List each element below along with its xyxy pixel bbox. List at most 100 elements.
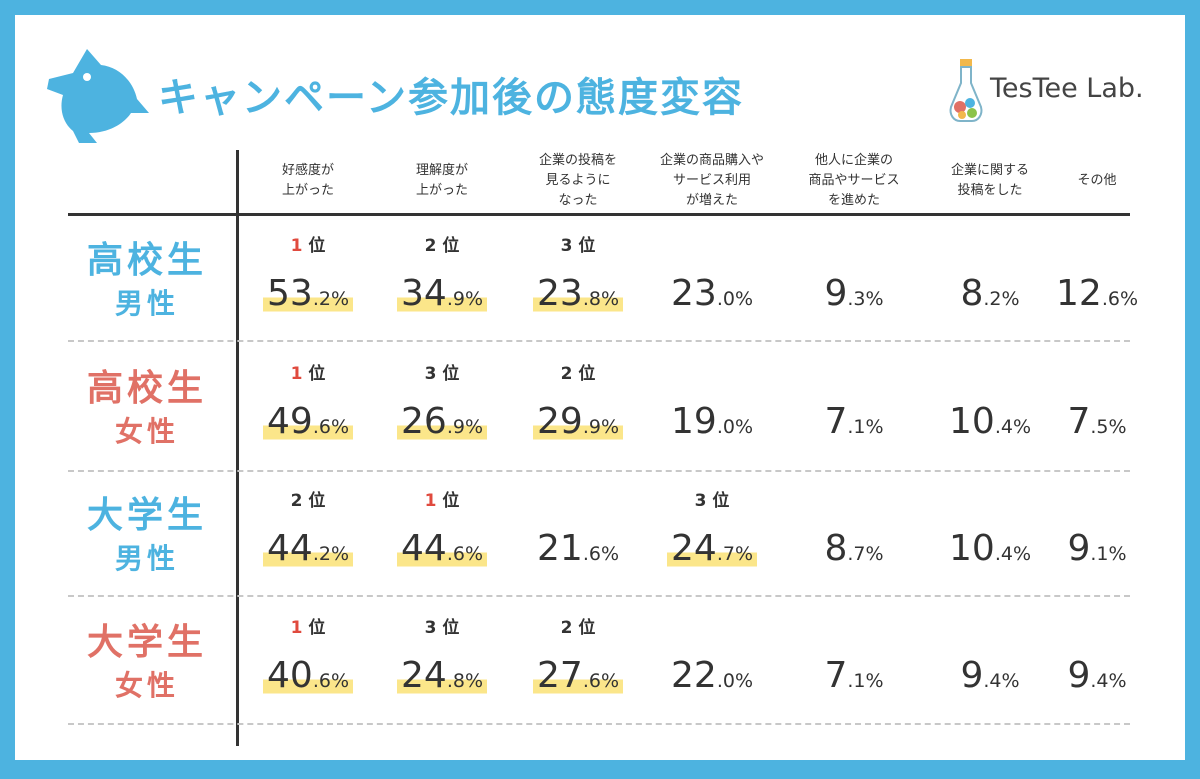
value-cell: 7.5% [1027,401,1167,442]
value-integer: 40 [267,655,313,696]
column-header: 好感度が 上がった [281,163,334,198]
value-integer: 9 [824,273,848,314]
value-integer: 7 [824,401,848,442]
value-cell: 40.6% [238,655,378,697]
rank-suffix: 位 [436,618,460,638]
value: 8.2% [960,273,1019,314]
value: 23.0% [671,273,753,314]
value-cell: 34.9% [372,273,512,315]
value-integer: 9 [1067,528,1091,569]
value-decimal: .8% [446,670,483,692]
rank-number: 3 [424,618,437,638]
value-cell: 10.4% [920,528,1060,569]
column-header: 企業の投稿を 見るように なった [538,153,617,208]
value-cell: 10.4% [920,401,1060,442]
value: 9.4% [1067,655,1126,696]
value: 9.4% [960,655,1019,696]
row-label: 高校生 女性 [63,365,231,451]
rank-suffix: 位 [572,236,596,256]
rank-suffix: 位 [302,236,326,256]
value-decimal: .0% [716,288,753,310]
rank-label: 3 位 [508,231,648,256]
rank-number: 2 [424,236,437,256]
rank-number: 2 [560,364,573,384]
header-divider [68,213,1130,216]
highlighted-value: 27.6% [533,655,623,697]
value-cell: 22.0% [642,655,782,696]
value-decimal: .2% [983,288,1020,310]
value-integer: 10 [949,528,995,569]
value-cell: 9.4% [920,655,1060,696]
rank-suffix: 位 [706,491,730,511]
row-divider [68,470,1130,472]
value: 7.1% [824,655,883,696]
rank-suffix: 位 [572,364,596,384]
rank-label: 3 位 [372,359,512,384]
value-cell: 44.6% [372,528,512,570]
rank-label: 1 位 [238,613,378,638]
row-label-school: 大学生 [86,495,207,536]
value-cell: 9.1% [1027,528,1167,569]
value-cell: 8.2% [920,273,1060,314]
row-label-gender: 男性 [114,287,179,320]
rank-label: 3 位 [372,613,512,638]
value-decimal: .8% [582,288,619,310]
row-label-gender: 男性 [114,542,179,575]
row-label: 高校生 男性 [63,237,231,323]
rank-number: 3 [560,236,573,256]
value-integer: 8 [960,273,984,314]
column-header: 理解度が 上がった [415,163,468,198]
value: 10.4% [949,528,1031,569]
highlighted-value: 24.8% [397,655,487,697]
value-cell: 53.2% [238,273,378,315]
row-label-school: 大学生 [86,622,207,663]
value-integer: 24 [401,655,447,696]
rank-suffix: 位 [302,618,326,638]
highlighted-value: 44.6% [397,528,487,570]
value-decimal: .5% [1090,416,1127,438]
flask-icon [949,59,983,122]
row-label-school: 高校生 [86,368,207,409]
value-integer: 8 [824,528,848,569]
rank-suffix: 位 [302,491,326,511]
value-integer: 22 [671,655,717,696]
value-integer: 23 [537,273,583,314]
value-decimal: .4% [994,416,1031,438]
column-header: その他 [1077,173,1117,188]
rank-label: 1 位 [238,359,378,384]
row-label: 大学生 女性 [63,619,231,705]
rank-suffix: 位 [436,364,460,384]
highlighted-value: 44.2% [263,528,353,570]
rank-number: 3 [694,491,707,511]
value-decimal: .6% [582,670,619,692]
value-integer: 12 [1056,273,1102,314]
value-decimal: .7% [847,543,884,565]
highlighted-value: 53.2% [263,273,353,315]
highlighted-value: 24.7% [667,528,757,570]
value-cell: 44.2% [238,528,378,570]
highlighted-value: 49.6% [263,401,353,443]
highlighted-value: 40.6% [263,655,353,697]
logo-text: TesTee Lab. [990,73,1144,104]
value-integer: 21 [537,528,583,569]
value-integer: 49 [267,401,313,442]
value-cell: 9.4% [1027,655,1167,696]
value-cell: 23.0% [642,273,782,314]
value-decimal: .6% [446,543,483,565]
rank-number: 1 [424,491,437,511]
value-decimal: .0% [716,670,753,692]
value: 8.7% [824,528,883,569]
value-integer: 53 [267,273,313,314]
value-integer: 23 [671,273,717,314]
value-cell: 8.7% [784,528,924,569]
value-cell: 7.1% [784,401,924,442]
value-cell: 12.6% [1027,273,1167,314]
value-decimal: .4% [994,543,1031,565]
row-label-school: 高校生 [86,240,207,281]
rank-label: 2 位 [508,613,648,638]
rank-number: 1 [290,618,303,638]
vertical-divider [236,150,239,746]
highlighted-value: 26.9% [397,401,487,443]
value-decimal: .6% [582,543,619,565]
value-decimal: .9% [446,288,483,310]
